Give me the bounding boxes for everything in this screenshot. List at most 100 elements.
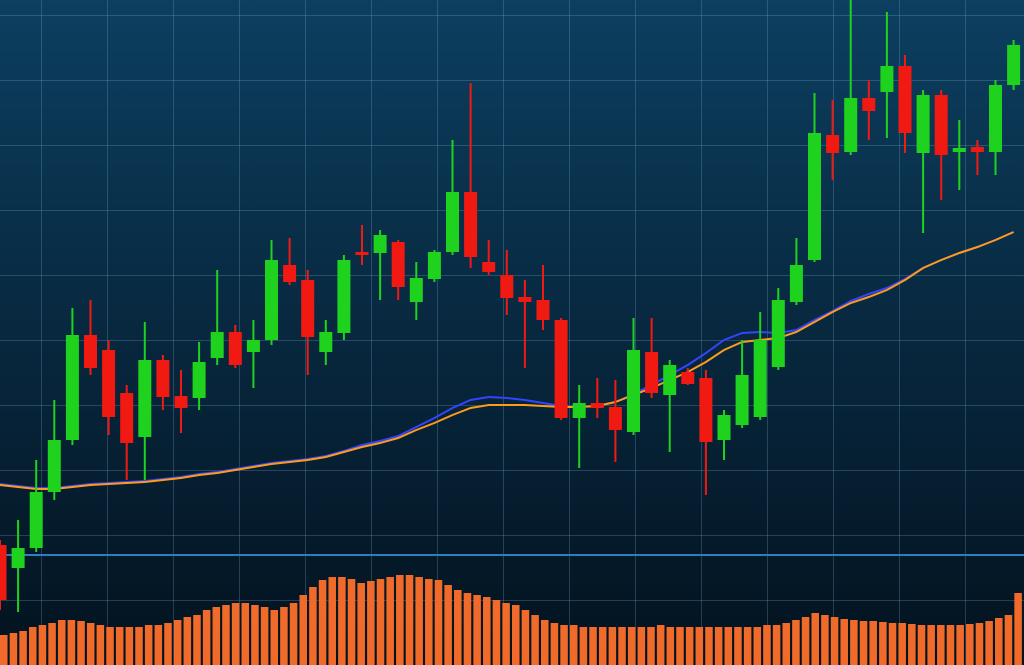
volume-bar: [666, 627, 675, 665]
volume-bar: [695, 627, 704, 665]
candle-body: [916, 95, 930, 153]
volume-bar: [927, 625, 935, 665]
candle-body: [880, 66, 894, 92]
candle-body: [970, 147, 984, 152]
volume-bar: [772, 625, 781, 665]
volume-bar: [724, 627, 733, 665]
candle-body: [192, 362, 206, 398]
volume-bar: [792, 620, 800, 665]
volume-bar: [289, 603, 298, 665]
volume-bar: [463, 593, 472, 665]
volume-bar: [425, 579, 433, 665]
volume-bar: [956, 625, 964, 665]
candle-body: [391, 242, 405, 287]
volume-bar: [627, 627, 636, 665]
volume-bar: [367, 581, 375, 665]
volume-bar: [483, 597, 491, 665]
candle-body: [663, 365, 677, 395]
volume-bar: [386, 577, 394, 665]
candle-body: [645, 352, 659, 393]
candle-body: [446, 192, 459, 252]
volume-bar: [164, 623, 172, 665]
volume-bar: [28, 627, 37, 665]
volume-bar: [821, 615, 829, 665]
volume-bar: [212, 607, 221, 665]
candle-body: [283, 265, 297, 282]
candle-body: [120, 393, 134, 443]
volume-bar: [879, 622, 887, 665]
volume-bar: [540, 620, 549, 665]
candle-body: [500, 275, 514, 298]
volume-bar: [473, 595, 481, 665]
volume-bar: [714, 627, 723, 665]
volume-bar: [995, 618, 1003, 665]
volume-bar: [656, 625, 665, 665]
volume-bar: [106, 627, 114, 665]
candle-body: [11, 548, 25, 568]
candle-body: [717, 415, 731, 440]
volume-bar: [299, 595, 308, 665]
candle-body: [735, 375, 749, 425]
volume-bar: [144, 625, 153, 665]
volume-bar: [937, 625, 945, 665]
candle-body: [989, 85, 1002, 152]
candle-body: [536, 300, 550, 320]
volume-bar: [618, 627, 626, 665]
candle-body: [808, 133, 821, 260]
volume-bar: [347, 579, 356, 665]
volume-bar: [115, 627, 124, 665]
volume-bar: [357, 583, 365, 665]
candle-body: [1007, 45, 1021, 85]
candle-body: [482, 262, 496, 272]
volume-bar: [405, 575, 414, 665]
candle-body: [427, 252, 441, 279]
volume-bar: [9, 633, 18, 665]
volume-bar: [67, 620, 76, 665]
candle-body: [355, 252, 369, 255]
volume-bar: [811, 613, 820, 665]
volume-bar: [782, 623, 791, 665]
candle-body: [265, 260, 278, 340]
volume-bar: [48, 623, 56, 665]
volume-bar: [966, 624, 974, 665]
volume-bar: [801, 617, 810, 665]
candle-body: [898, 66, 912, 133]
volume-bar: [328, 577, 336, 665]
volume-bar: [444, 585, 452, 665]
volume-bar: [531, 615, 539, 665]
volume-bar: [946, 625, 955, 665]
volume-bar: [86, 623, 95, 665]
volume-bar: [763, 625, 771, 665]
candle-body: [409, 278, 423, 302]
candle-body: [789, 265, 803, 302]
candle-body: [0, 545, 7, 600]
volume-bar: [676, 627, 684, 665]
volume-bar: [270, 610, 279, 665]
volume-bar: [502, 603, 510, 665]
volume-bar: [608, 627, 617, 665]
candle-body: [156, 360, 170, 397]
candle-body: [464, 192, 478, 257]
candle-body: [246, 340, 260, 352]
volume-bar: [338, 577, 346, 665]
volume-bar: [231, 603, 240, 665]
volume-bar: [637, 627, 646, 665]
volume-bar: [521, 610, 530, 665]
volume-bar: [135, 627, 143, 665]
volume-bar: [19, 631, 27, 665]
candle-body: [753, 340, 767, 417]
volume-bar: [569, 625, 578, 665]
volume-bar: [125, 627, 134, 665]
volume-bar: [318, 580, 327, 665]
candle-body: [373, 235, 387, 253]
volume-bar: [850, 620, 858, 665]
candle-body: [699, 378, 713, 442]
volume-bar: [685, 627, 694, 665]
candle-body: [174, 396, 188, 408]
volume-bar: [173, 620, 182, 665]
candle-body: [826, 135, 840, 153]
candle-body: [627, 350, 640, 432]
volume-bar: [251, 605, 259, 665]
